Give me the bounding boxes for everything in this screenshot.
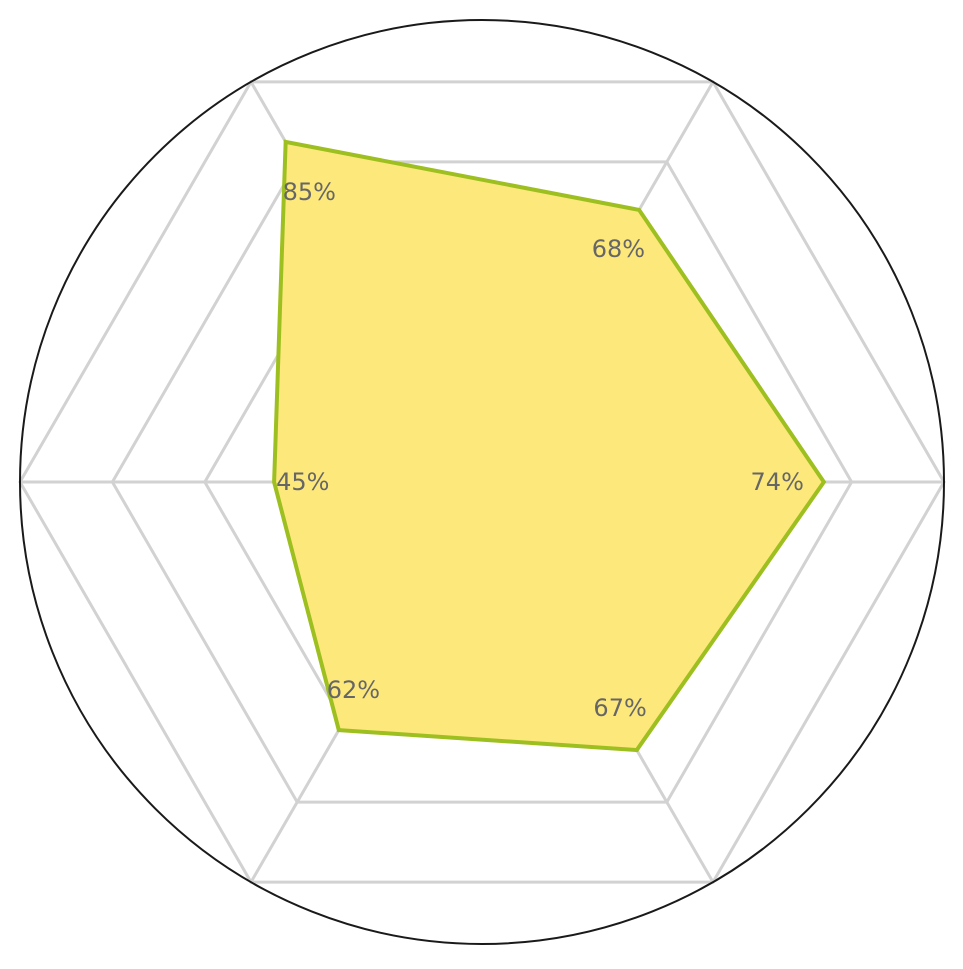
outer-circle <box>19 19 945 945</box>
value-label-4: 45% <box>276 468 329 496</box>
value-label-3: 85% <box>283 178 336 206</box>
series-area <box>272 139 827 753</box>
value-label-2: 68% <box>592 235 645 263</box>
value-label-1: 74% <box>751 468 804 496</box>
value-label-5: 62% <box>327 676 380 704</box>
value-label-6: 67% <box>593 694 646 722</box>
series-layer <box>272 139 827 753</box>
label-layer: 74% 68% 85% 45% 62% 67% <box>276 178 804 722</box>
